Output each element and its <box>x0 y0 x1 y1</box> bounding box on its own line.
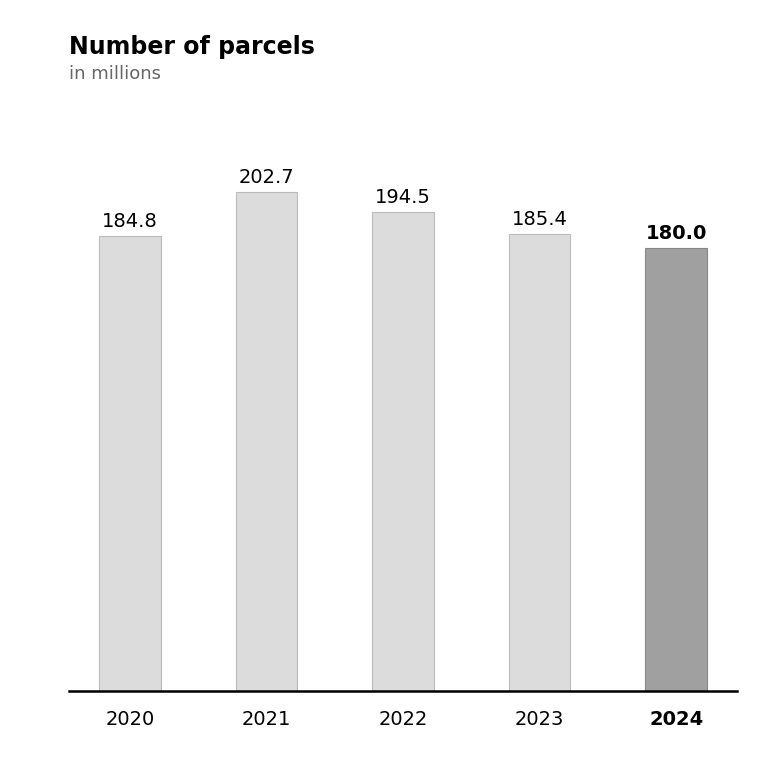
Text: 202.7: 202.7 <box>239 168 294 187</box>
Bar <box>236 192 297 691</box>
Text: Number of parcels: Number of parcels <box>69 35 315 58</box>
Text: 185.4: 185.4 <box>511 210 568 230</box>
Bar <box>645 248 707 691</box>
Text: 180.0: 180.0 <box>646 223 707 243</box>
Text: in millions: in millions <box>69 65 161 83</box>
Text: 194.5: 194.5 <box>376 188 431 207</box>
Bar <box>509 234 571 691</box>
Bar <box>372 212 434 691</box>
Text: 184.8: 184.8 <box>102 212 158 231</box>
Bar <box>100 236 161 691</box>
